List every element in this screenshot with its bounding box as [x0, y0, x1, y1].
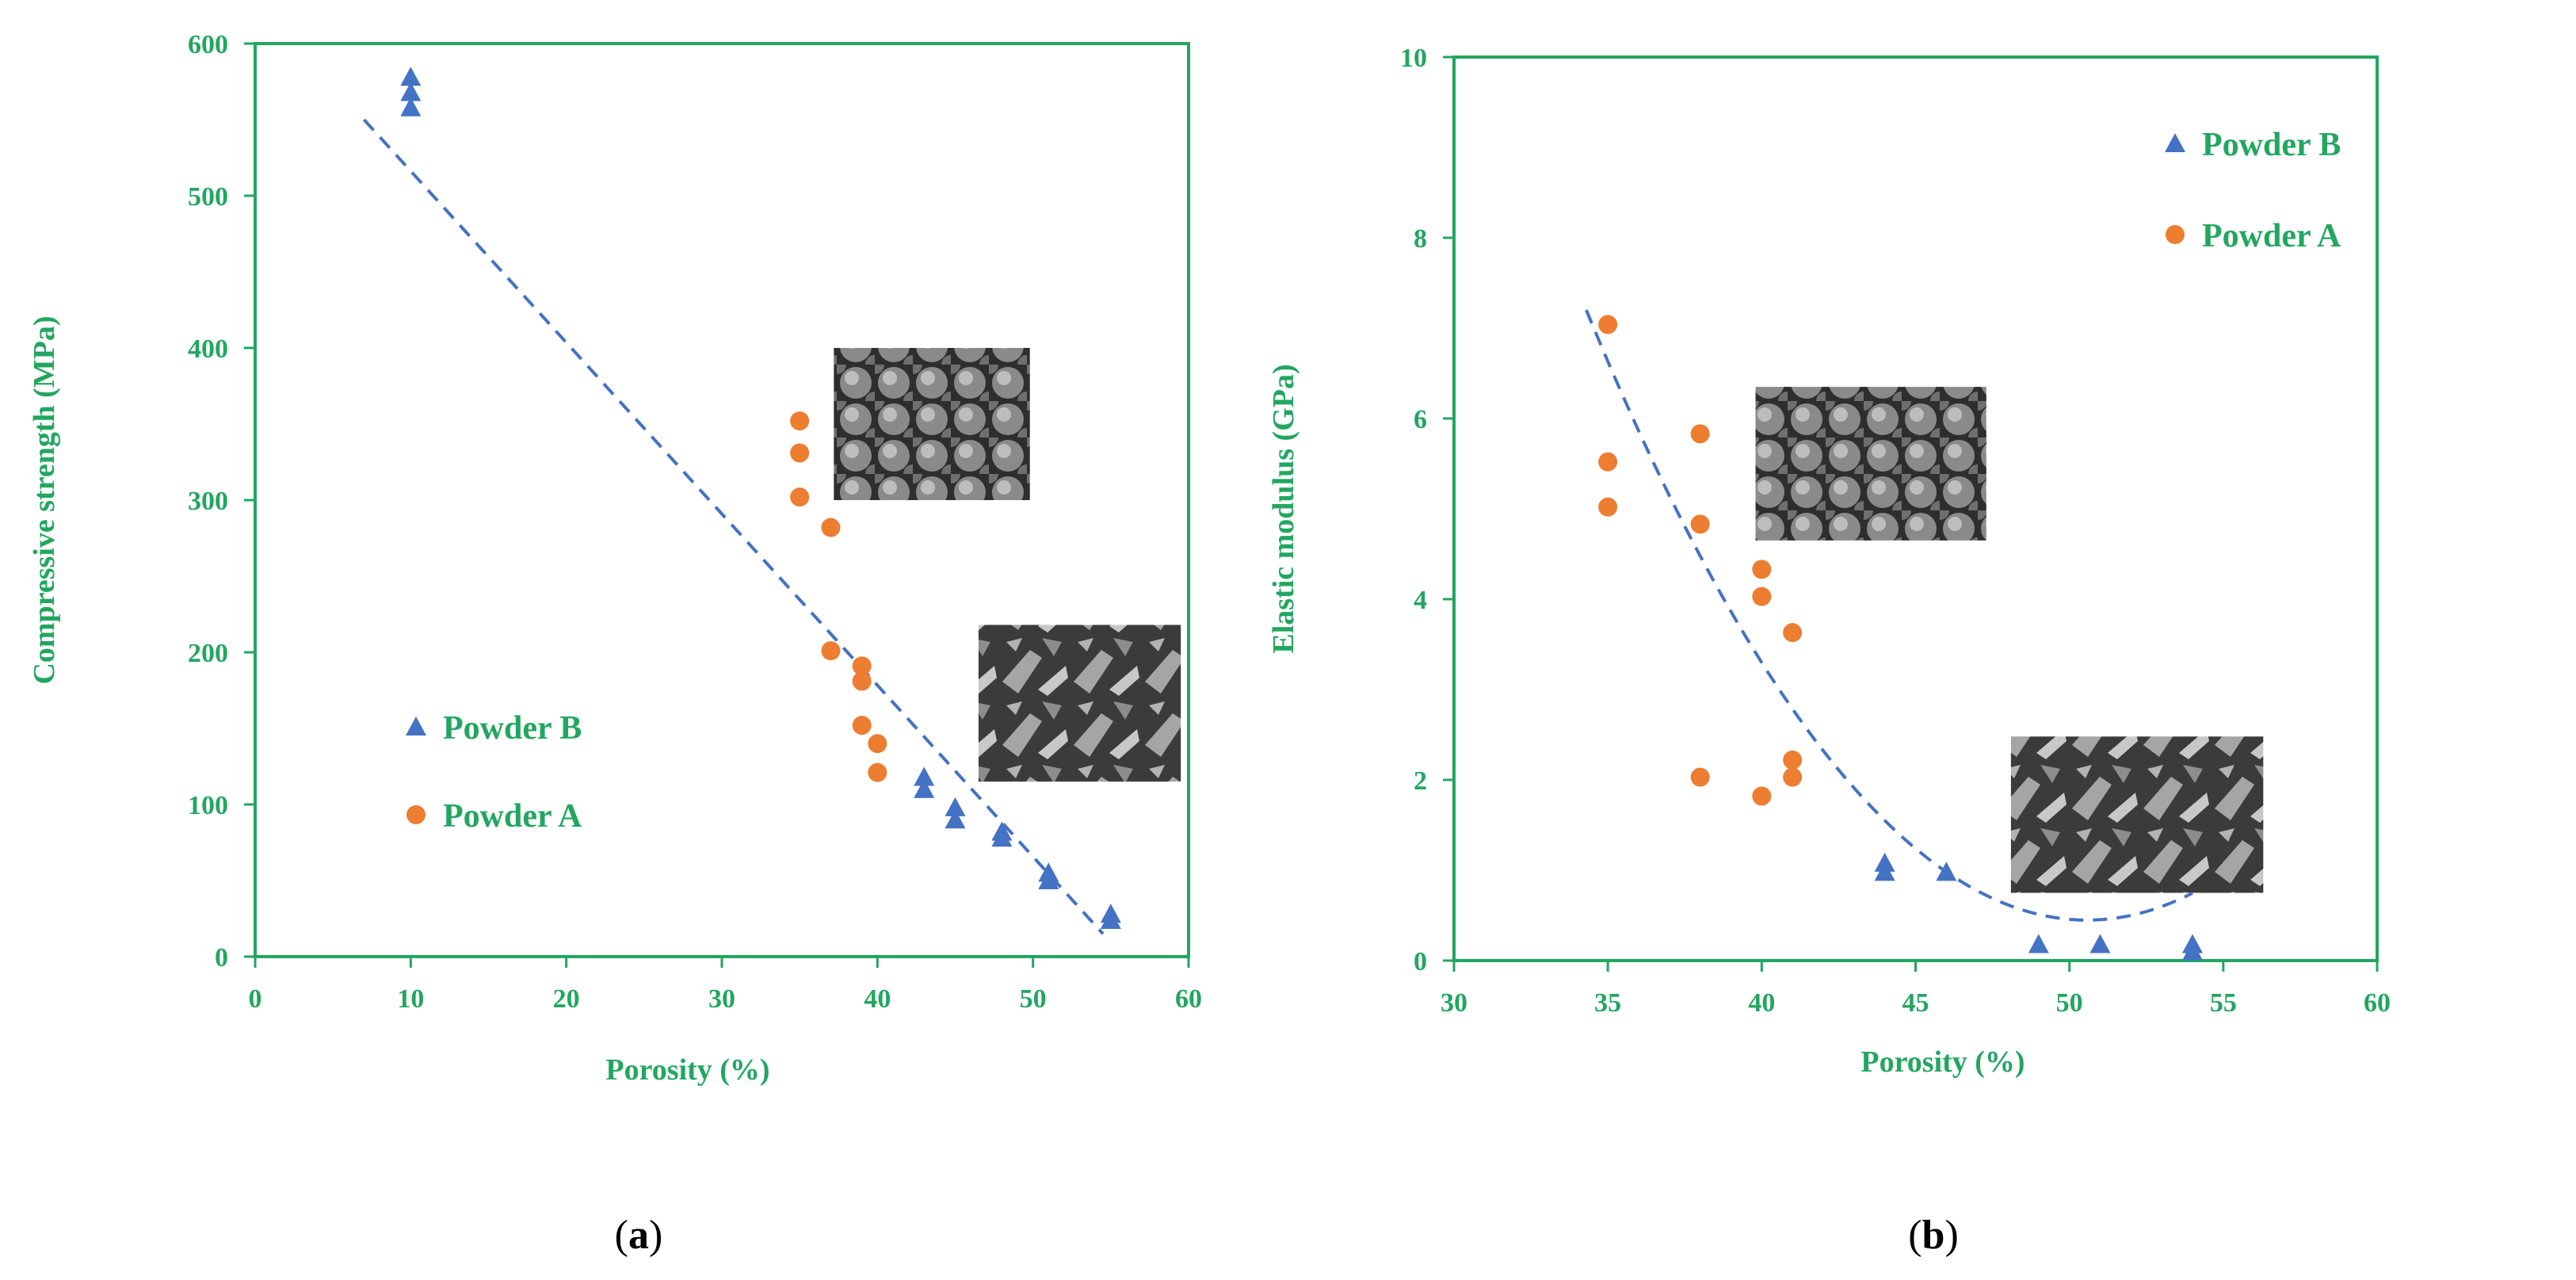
chart-a-ylabel: Compressive strength (MPa) — [28, 315, 61, 684]
chart-a-xtick-label-50: 50 — [1020, 984, 1047, 1014]
chart-b-inset-irregular-particles-sem — [2010, 736, 2264, 893]
chart-b-xtick-label-55: 55 — [2210, 988, 2237, 1018]
chart-b-xtick-label-35: 35 — [1594, 988, 1621, 1018]
chart-a-xlabel: Porosity (%) — [605, 1053, 769, 1087]
chart-b-legend-label-powder-a: Powder A — [2202, 218, 2341, 254]
chart-b-ylabel: Elastic modulus (GPa) — [1267, 364, 1300, 653]
caption-a-letter: a — [628, 1213, 649, 1258]
chart-b-xtick-label-30: 30 — [1441, 988, 1467, 1018]
chart-b-powder-b-point-2 — [1936, 862, 1957, 881]
chart-b-legend-marker-powder-b — [2165, 133, 2185, 153]
chart-b-legend-marker-powder-a — [2166, 225, 2185, 244]
chart-a-xtick-label-0: 0 — [249, 984, 262, 1014]
chart-b-ytick-label-10: 10 — [1400, 44, 1427, 73]
chart-b-xlabel: Porosity (%) — [1860, 1045, 2025, 1079]
chart-a-powder-a-point-9 — [868, 762, 887, 782]
chart-a-xtick-label-60: 60 — [1175, 984, 1202, 1014]
chart-a-xtick-label-10: 10 — [397, 984, 424, 1014]
chart-a-powder-b-point-4 — [914, 778, 935, 798]
caption-a: (a) — [615, 1213, 663, 1258]
chart-a-xtick-label-20: 20 — [553, 984, 580, 1014]
caption-b-letter: b — [1922, 1213, 1945, 1258]
chart-a-legend-marker-powder-b — [406, 716, 426, 736]
chart-a-ytick-label-400: 400 — [188, 334, 228, 364]
chart-a-trendline — [362, 118, 1105, 935]
chart-b-powder-a-point-10 — [1783, 750, 1803, 770]
chart-a-legend-label-powder-b: Powder B — [443, 710, 582, 747]
chart-b-ytick-label-0: 0 — [1414, 947, 1427, 976]
chart-b-powder-b-point-1 — [1874, 862, 1895, 881]
chart-a-ytick-label-600: 600 — [188, 30, 228, 59]
chart-a-powder-a-point-4 — [821, 641, 841, 661]
chart-b-powder-a-point-5 — [1690, 767, 1710, 787]
chart-a-ytick-label-500: 500 — [188, 182, 228, 212]
chart-b-powder-a-point-7 — [1752, 587, 1772, 606]
chart-a-compressive-strength: 0 10 20 30 40 50 600100200300400500600Porosity… — [28, 30, 1202, 1087]
chart-b-powder-b-point-3 — [2028, 934, 2049, 953]
chart-a-powder-a-point-7 — [852, 716, 872, 736]
chart-a-legend-label-powder-a: Powder A — [443, 798, 582, 835]
chart-a-plot-frame — [254, 42, 1190, 958]
chart-b-xtick-label-60: 60 — [2364, 988, 2391, 1018]
chart-a-ytick-label-0: 0 — [215, 943, 228, 972]
chart-b-ytick-label-4: 4 — [1414, 586, 1427, 615]
chart-b-powder-a-point-4 — [1690, 514, 1710, 534]
chart-b-xtick-label-50: 50 — [2056, 988, 2083, 1018]
chart-a-powder-a-point-8 — [868, 734, 887, 754]
chart-a-ytick-label-200: 200 — [188, 639, 228, 668]
chart-a-powder-a-point-6 — [852, 671, 872, 691]
chart-a-powder-b-point-1 — [400, 82, 422, 101]
chart-b-trendline — [1585, 309, 2193, 922]
chart-b-powder-b-point-6 — [2182, 941, 2203, 961]
chart-a-ytick-label-100: 100 — [188, 791, 228, 820]
chart-a-powder-b-point-6 — [945, 809, 966, 829]
chart-b-powder-a-point-9 — [1783, 623, 1803, 643]
chart-a-powder-b-point-8 — [991, 827, 1013, 847]
chart-a-legend-marker-powder-a — [406, 805, 426, 824]
chart-b-powder-a-point-8 — [1752, 786, 1772, 806]
chart-a-powder-b-point-3 — [914, 766, 935, 786]
chart-b-powder-a-point-2 — [1598, 497, 1618, 517]
chart-b-xtick-label-40: 40 — [1748, 988, 1775, 1018]
chart-a-ytick-label-300: 300 — [188, 487, 228, 516]
chart-b-ytick-label-2: 2 — [1414, 766, 1427, 796]
caption-b: (b) — [1908, 1213, 1959, 1258]
chart-b-elastic-modulus: 30 35 40 45 50 55 60 0 2 4 6 8 10 Porosity (%) Elastic… — [1267, 44, 2391, 1079]
chart-a-powder-a-point-1 — [790, 443, 810, 463]
chart-b-ytick-label-8: 8 — [1414, 224, 1427, 254]
chart-b-xtick-label-45: 45 — [1902, 988, 1929, 1018]
chart-b-powder-b-point-4 — [2089, 934, 2111, 953]
chart-b-powder-a-point-11 — [1783, 767, 1803, 787]
chart-a-inset-irregular-particles-sem — [978, 625, 1181, 782]
chart-b-legend-label-powder-b: Powder B — [2202, 127, 2341, 163]
chart-a-powder-a-point-3 — [821, 518, 841, 537]
chart-a-inset-spherical-particles-sem — [834, 348, 1030, 500]
chart-a-powder-b-point-5 — [945, 797, 966, 816]
chart-b-inset-spherical-particles-sem — [1755, 387, 1986, 541]
chart-a-powder-b-point-10 — [1038, 870, 1059, 890]
chart-a-xtick-label-30: 30 — [708, 984, 735, 1014]
chart-a-xtick-label-40: 40 — [864, 984, 891, 1014]
chart-a-powder-b-point-2 — [400, 97, 422, 117]
chart-a-powder-b-point-0 — [400, 67, 422, 86]
chart-b-ytick-label-6: 6 — [1414, 405, 1427, 434]
chart-b-powder-a-point-6 — [1752, 560, 1772, 579]
chart-a-powder-a-point-5 — [852, 656, 872, 676]
chart-b-powder-a-point-3 — [1690, 424, 1710, 444]
chart-a-powder-b-point-12 — [1100, 909, 1121, 929]
chart-b-powder-a-point-0 — [1598, 315, 1618, 334]
chart-a-powder-a-point-2 — [790, 487, 810, 507]
chart-a-powder-a-point-0 — [790, 411, 810, 431]
chart-b-powder-a-point-1 — [1598, 452, 1618, 472]
